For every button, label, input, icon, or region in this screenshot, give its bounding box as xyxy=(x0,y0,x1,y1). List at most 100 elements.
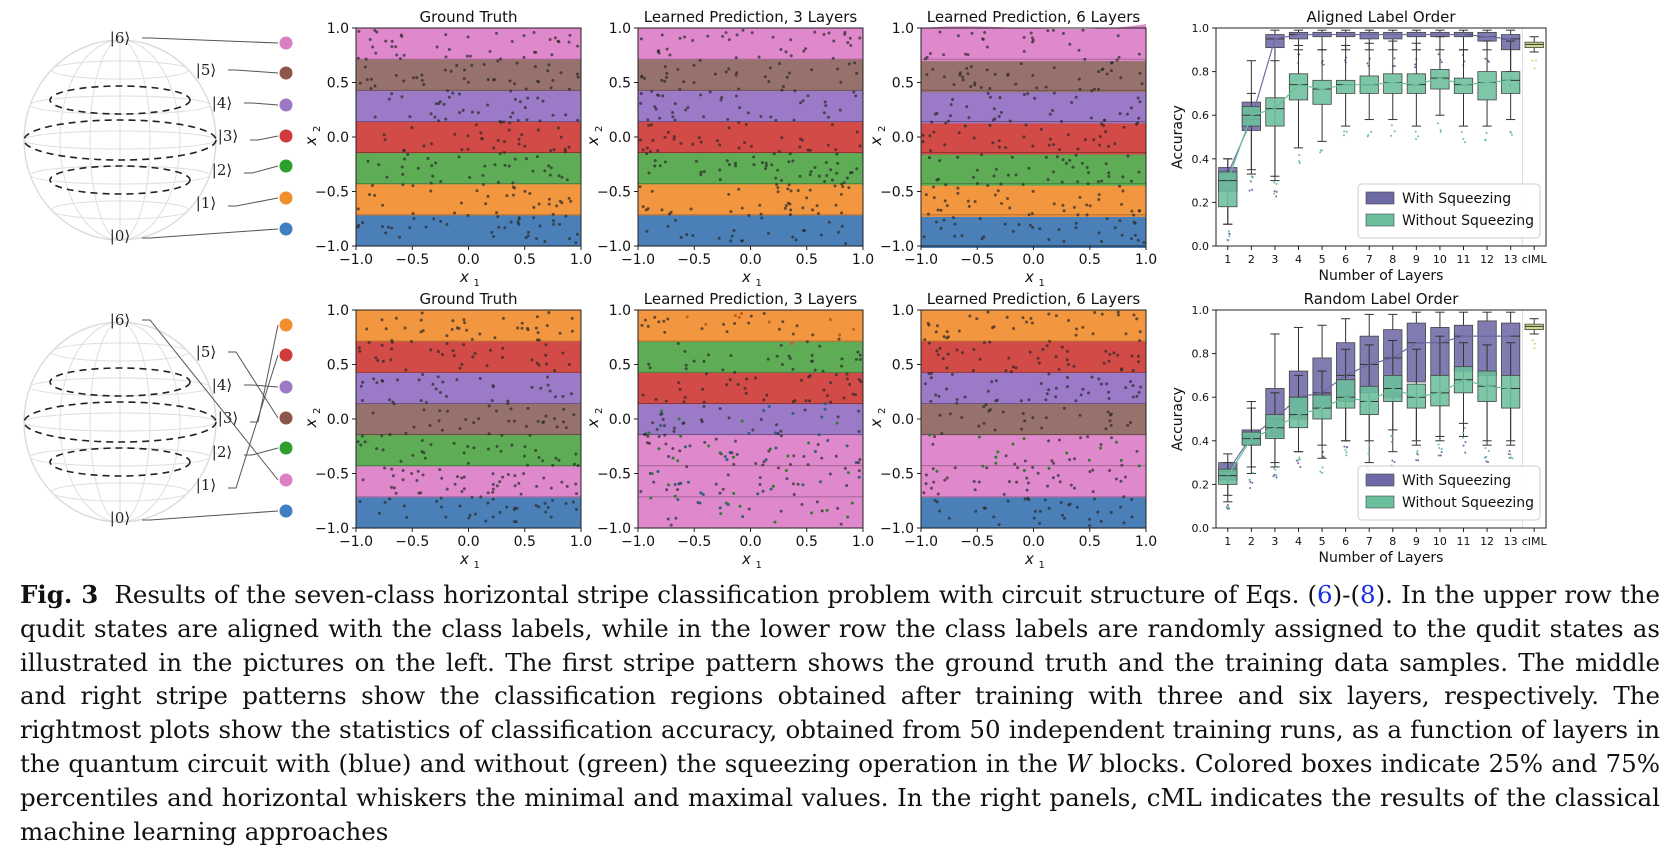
state-connector xyxy=(228,354,279,489)
sample-point xyxy=(1022,135,1026,139)
sample-point xyxy=(391,400,395,404)
sample-point xyxy=(490,399,494,403)
sample-point xyxy=(1068,458,1072,462)
sample-point xyxy=(752,163,756,167)
sample-point xyxy=(546,383,550,387)
sample-point xyxy=(807,441,811,445)
outlier xyxy=(1275,476,1278,479)
sample-point xyxy=(1022,35,1026,39)
equation-ref-6[interactable]: 6 xyxy=(1317,580,1333,609)
sample-point xyxy=(1120,463,1124,467)
sample-point xyxy=(798,145,802,149)
sample-point xyxy=(700,420,704,424)
sample-point xyxy=(791,235,795,239)
sample-point xyxy=(924,193,928,197)
sample-point xyxy=(416,469,420,473)
sample-point xyxy=(1107,359,1111,363)
sample-point xyxy=(1007,356,1011,360)
sample-point xyxy=(788,462,792,466)
sample-point xyxy=(561,394,565,398)
sample-point xyxy=(357,223,361,227)
sample-point xyxy=(941,357,945,361)
sample-point xyxy=(487,404,491,408)
sample-point xyxy=(1124,332,1128,336)
sample-point xyxy=(1031,144,1035,148)
sample-point xyxy=(358,81,362,85)
sample-point xyxy=(811,333,815,337)
sample-point xyxy=(404,368,408,372)
class-color-dot xyxy=(279,411,293,425)
sample-point xyxy=(846,515,850,519)
sample-point xyxy=(927,372,931,376)
sample-point xyxy=(934,220,938,224)
sample-point xyxy=(650,89,654,93)
sample-point xyxy=(451,91,455,95)
sample-point xyxy=(438,468,442,472)
sample-point xyxy=(1099,446,1103,450)
sample-point xyxy=(733,164,737,168)
sample-point xyxy=(813,165,817,169)
sample-point xyxy=(509,220,513,224)
sample-point xyxy=(453,132,457,136)
sample-point xyxy=(1047,439,1051,443)
sample-point xyxy=(973,81,977,85)
sample-point xyxy=(764,164,768,168)
sample-point xyxy=(444,55,448,59)
sample-point xyxy=(830,123,834,127)
x-axis-label: x xyxy=(741,268,751,286)
sample-point xyxy=(546,506,550,510)
sample-point xyxy=(368,193,372,197)
equation-ref-8[interactable]: 8 xyxy=(1360,580,1376,609)
sample-point xyxy=(547,164,551,168)
box-iqr xyxy=(1265,34,1285,49)
class-region xyxy=(356,496,581,529)
sample-point xyxy=(840,224,844,228)
sample-point xyxy=(982,341,986,345)
sample-point xyxy=(382,133,386,137)
sample-point xyxy=(1000,202,1004,206)
sample-point xyxy=(358,499,362,503)
sample-point xyxy=(654,397,658,401)
sample-point xyxy=(953,466,957,470)
sample-point xyxy=(957,329,961,333)
sample-point xyxy=(491,384,495,388)
sample-point xyxy=(834,373,838,377)
outlier xyxy=(1298,162,1301,165)
sample-point xyxy=(804,399,808,403)
sample-point xyxy=(549,515,553,519)
sample-point xyxy=(856,350,860,354)
sample-point xyxy=(778,62,782,66)
x-tick-label: 2 xyxy=(1248,253,1255,266)
sample-point xyxy=(743,140,747,144)
sample-point xyxy=(808,188,812,192)
sample-point xyxy=(423,456,427,460)
sample-point xyxy=(1019,62,1023,66)
sample-point xyxy=(848,36,852,40)
sample-point xyxy=(458,427,462,431)
sample-point xyxy=(673,102,677,106)
sample-point xyxy=(384,39,388,43)
outlier xyxy=(1437,443,1440,446)
sample-point xyxy=(771,35,775,39)
sample-point xyxy=(691,234,695,238)
sample-point xyxy=(557,174,561,178)
class-color-dot xyxy=(279,191,293,205)
sample-point xyxy=(720,95,724,99)
class-region xyxy=(638,310,863,342)
sample-point xyxy=(524,424,528,428)
sample-point xyxy=(671,111,675,115)
sample-point xyxy=(833,184,837,188)
sample-point xyxy=(813,30,817,34)
sample-point xyxy=(398,57,402,61)
sample-point xyxy=(1065,385,1069,389)
sample-point xyxy=(1142,241,1146,245)
sample-point xyxy=(461,108,465,112)
sample-point xyxy=(801,99,805,103)
class-region xyxy=(356,403,581,436)
y-tick-label: 0.4 xyxy=(1192,153,1210,166)
sample-point xyxy=(455,378,459,382)
sample-point xyxy=(1066,375,1070,379)
sample-point xyxy=(486,78,490,82)
sample-point xyxy=(834,203,838,207)
stripe-panel-1-2: Learned Prediction, 3 Layers−1.0−1.0−0.5… xyxy=(584,8,874,289)
